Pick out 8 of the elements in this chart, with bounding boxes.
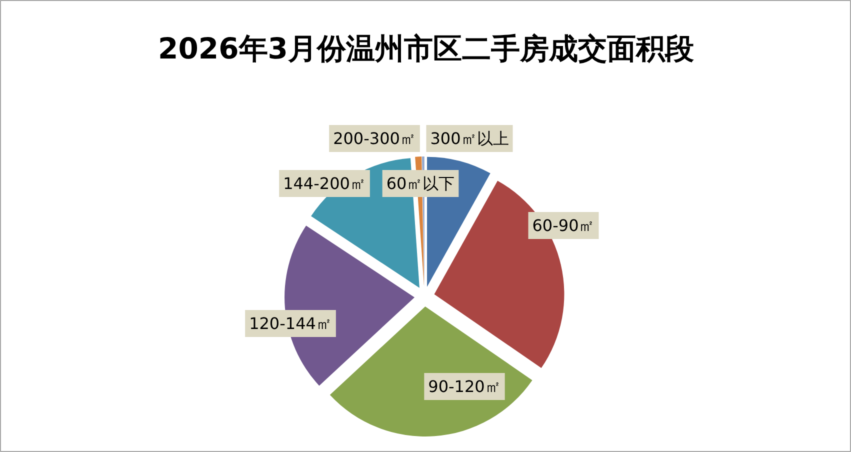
slice-label: 90-120㎡ <box>428 377 501 396</box>
slice-label: 200-300㎡ <box>333 129 416 148</box>
slice-label: 60-90㎡ <box>532 216 595 235</box>
slice-label: 60㎡以下 <box>386 174 455 193</box>
slice-label: 300㎡以上 <box>430 129 509 148</box>
chart-title: 2026年3月份温州市区二手房成交面积段 <box>158 32 694 66</box>
slice-label: 120-144㎡ <box>249 314 332 333</box>
slice-label: 144-200㎡ <box>283 174 366 193</box>
